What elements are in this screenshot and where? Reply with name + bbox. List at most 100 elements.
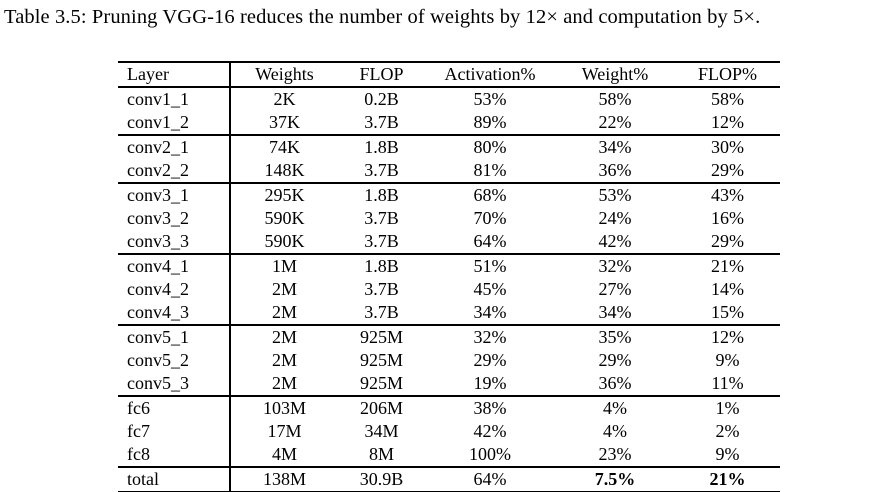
table-row-fc8: fc8 4M 8M 100% 23% 9% (118, 443, 780, 467)
activation-pct-cell: 81% (473, 160, 507, 180)
weight-pct-cell: 22% (598, 112, 632, 132)
table-row-fc7: fc7 17M 34M 42% 4% 2% (118, 420, 780, 443)
table-row-conv5-3: conv5_3 2M 925M 19% 36% 11% (118, 372, 780, 396)
flop-cell: 3.7B (364, 231, 399, 251)
table-row-conv2-1: conv2_1 74K 1.8B 80% 34% 30% (118, 135, 780, 159)
weights-cell: 2M (271, 279, 297, 299)
pruning-vgg16-table: Layer Weights FLOP Activation% Weight% F… (118, 61, 780, 492)
table-row-conv4-3: conv4_3 2M 3.7B 34% 34% 15% (118, 301, 780, 325)
weight-pct-cell: 35% (598, 327, 632, 347)
weight-pct-cell: 53% (598, 185, 632, 205)
activation-pct-cell: 68% (473, 185, 507, 205)
activation-pct-cell: 64% (473, 469, 507, 489)
flop-cell: 3.7B (364, 208, 399, 228)
weights-cell: 590K (264, 231, 305, 251)
weight-pct-cell: 23% (598, 444, 632, 464)
weight-pct-total-cell: 7.5% (594, 469, 636, 489)
weights-cell: 2K (273, 89, 296, 109)
layer-cell: conv5_1 (118, 325, 231, 349)
weights-cell: 37K (269, 112, 300, 132)
activation-pct-cell: 29% (473, 350, 507, 370)
activation-pct-cell: 64% (473, 231, 507, 251)
activation-pct-cell: 42% (473, 421, 507, 441)
layer-cell: conv3_3 (118, 230, 231, 254)
activation-pct-cell: 19% (473, 373, 507, 393)
header-row: Layer Weights FLOP Activation% Weight% F… (118, 62, 780, 87)
flop-cell: 34M (364, 421, 399, 441)
flop-pct-cell: 21% (711, 256, 744, 276)
weight-pct-cell: 4% (603, 398, 627, 418)
weight-pct-cell: 4% (603, 421, 627, 441)
table-row-conv4-2: conv4_2 2M 3.7B 45% 27% 14% (118, 278, 780, 301)
table-row-conv3-3: conv3_3 590K 3.7B 64% 42% 29% (118, 230, 780, 254)
table-row-conv2-2: conv2_2 148K 3.7B 81% 36% 29% (118, 159, 780, 183)
flop-cell: 30.9B (359, 469, 404, 489)
layer-cell: total (118, 467, 231, 492)
table-row-conv3-2: conv3_2 590K 3.7B 70% 24% 16% (118, 207, 780, 230)
weights-cell: 2M (271, 327, 297, 347)
flop-pct-cell: 1% (715, 398, 740, 418)
table-row-conv1-1: conv1_1 2K 0.2B 53% 58% 58% (118, 87, 780, 111)
table-row-total: total 138M 30.9B 64% 7.5% 21% (118, 467, 780, 492)
flop-pct-cell: 30% (711, 137, 744, 157)
table-row-conv5-2: conv5_2 2M 925M 29% 29% 9% (118, 349, 780, 372)
activation-pct-cell: 45% (473, 279, 507, 299)
weight-pct-cell: 42% (598, 231, 632, 251)
activation-pct-cell: 34% (473, 302, 507, 322)
layer-cell: conv4_3 (118, 301, 231, 325)
weights-cell: 4M (271, 444, 297, 464)
layer-cell: conv1_2 (118, 111, 231, 135)
activation-pct-cell: 51% (473, 256, 507, 276)
column-header-weight-pct: Weight% (581, 64, 649, 84)
flop-cell: 0.2B (364, 89, 399, 109)
flop-pct-cell: 43% (711, 185, 744, 205)
column-header-activation-pct: Activation% (444, 64, 536, 84)
table-row-fc6: fc6 103M 206M 38% 4% 1% (118, 396, 780, 420)
flop-pct-cell: 29% (711, 231, 744, 251)
flop-pct-cell: 2% (715, 421, 740, 441)
flop-pct-cell: 12% (711, 327, 744, 347)
activation-pct-cell: 53% (473, 89, 507, 109)
activation-pct-cell: 100% (469, 444, 511, 464)
layer-cell: fc7 (118, 420, 231, 443)
layer-cell: conv4_1 (118, 254, 231, 278)
layer-cell: conv5_3 (118, 372, 231, 396)
weight-pct-cell: 29% (598, 350, 632, 370)
layer-cell: conv2_1 (118, 135, 231, 159)
weight-pct-cell: 36% (598, 373, 632, 393)
weights-cell: 1M (271, 256, 297, 276)
layer-cell: conv3_2 (118, 207, 231, 230)
weight-pct-cell: 34% (598, 302, 632, 322)
table-row-conv3-1: conv3_1 295K 1.8B 68% 53% 43% (118, 183, 780, 207)
flop-pct-cell: 58% (711, 89, 744, 109)
weights-cell: 590K (264, 208, 305, 228)
flop-pct-cell: 15% (711, 302, 744, 322)
activation-pct-cell: 80% (473, 137, 507, 157)
weight-pct-cell: 24% (598, 208, 632, 228)
weights-cell: 148K (264, 160, 305, 180)
layer-cell: conv3_1 (118, 183, 231, 207)
table-caption: Table 3.5: Pruning VGG-16 reduces the nu… (4, 6, 761, 28)
layer-cell: conv1_1 (118, 87, 231, 111)
table-row-conv5-1: conv5_1 2M 925M 32% 35% 12% (118, 325, 780, 349)
weight-pct-cell: 32% (598, 256, 632, 276)
weight-pct-cell: 34% (598, 137, 632, 157)
weights-cell: 295K (264, 185, 305, 205)
flop-pct-cell: 16% (711, 208, 744, 228)
activation-pct-cell: 89% (473, 112, 507, 132)
column-header-layer: Layer (118, 62, 231, 87)
weights-cell: 2M (271, 373, 297, 393)
flop-cell: 925M (359, 327, 403, 347)
flop-cell: 3.7B (364, 302, 399, 322)
activation-pct-cell: 38% (473, 398, 507, 418)
table-row-conv4-1: conv4_1 1M 1.8B 51% 32% 21% (118, 254, 780, 278)
flop-pct-cell: 9% (715, 444, 740, 464)
weights-cell: 2M (271, 350, 297, 370)
flop-cell: 8M (368, 444, 394, 464)
weight-pct-cell: 36% (598, 160, 632, 180)
weights-cell: 74K (269, 137, 300, 157)
weights-cell: 17M (267, 421, 302, 441)
flop-pct-cell: 11% (711, 373, 744, 393)
layer-cell: fc6 (118, 396, 231, 420)
